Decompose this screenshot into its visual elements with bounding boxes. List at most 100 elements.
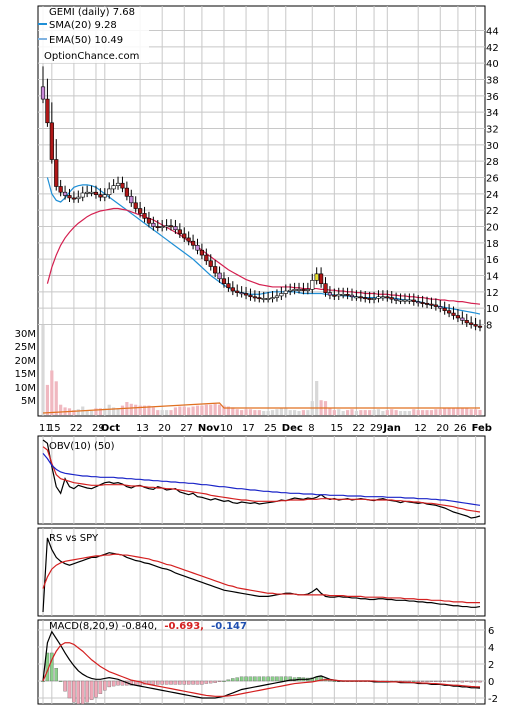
legend-sma: SMA(20) 9.28 [49,20,117,31]
volume-bar [412,409,416,415]
obv-label: OBV(10) (50) [49,441,115,452]
volume-bar [460,408,464,415]
macd-histogram-bar [429,680,434,683]
macd-histogram-bar [442,680,447,683]
volume-bar [134,404,138,415]
volume-tick-label: 30M [15,329,36,340]
volume-bar [138,405,142,415]
volume-tick-label: 5M [21,396,36,407]
candle-body [208,260,213,267]
volume-bar [120,405,125,415]
x-tick-label: 12 [414,423,427,434]
macd-histogram-bar [456,680,460,683]
volume-bar [469,409,473,415]
volume-bar [279,408,283,415]
candle-body [239,292,244,295]
candle-body [261,298,266,300]
candle-body [138,208,143,214]
candle-body [67,195,72,199]
candle-body [442,307,447,311]
candle-body [341,293,346,296]
volume-bar [284,408,288,415]
candle-body [243,293,249,296]
price-tick-label: 42 [486,43,499,54]
volume-bar [94,408,98,415]
candle-body [354,296,359,299]
volume-bar [204,404,208,415]
macd-histogram-bar [94,680,98,698]
macd-histogram-bar [107,680,111,688]
candle-body [473,324,478,327]
candle-body [327,292,333,296]
macd-histogram-bar [129,680,134,686]
macd-histogram-bar [425,680,429,682]
candle-body [40,86,46,100]
volume-bar [76,409,80,415]
volume-bar [85,410,89,415]
macd-histogram-bar [478,680,482,683]
volume-bar [306,410,310,415]
price-tick-label: 38 [486,76,499,87]
macd-histogram-bar [275,676,279,682]
candle-body [407,299,412,302]
macd-histogram-bar [244,676,248,682]
macd-histogram-bar [178,680,182,685]
volume-bar [372,410,376,415]
volume-bar [112,407,116,415]
volume-bar [398,411,403,415]
candle-body [133,202,138,209]
price-panel-frame [37,5,486,417]
candle-body [270,297,275,300]
candle-body [402,299,408,302]
volume-bar [354,411,359,415]
volume-bar [473,409,478,415]
x-tick-label: 22 [70,423,83,434]
macd-histogram-bar [111,680,116,687]
macd-histogram-bar [138,680,142,686]
volume-bar [385,410,389,415]
volume-bar [447,408,451,415]
x-tick-label: 20 [158,423,171,434]
macd-histogram-bar [231,678,235,682]
candle-body [279,293,284,297]
candle-body [230,287,235,292]
volume-bar [390,409,394,415]
macd-histogram-bar [76,680,81,705]
macd-histogram-bar [195,680,200,685]
macd-histogram-bar [319,676,323,682]
candle-body [301,289,306,291]
price-tick-label: 14 [486,272,499,283]
candle-body [221,278,227,284]
candle-body [433,304,438,307]
gridlines [38,6,485,704]
candle-body [345,293,350,296]
candle-body [54,159,59,187]
macd-histogram-bar [473,680,478,683]
volume-tick-label: 15M [15,369,36,380]
macd-histogram-bar [328,680,332,682]
volume-bar [315,381,319,415]
macd-histogram-bar [451,680,456,683]
legend-ema: EMA(50) 10.49 [49,35,123,46]
candle-body [190,240,196,246]
candle-body [420,302,425,304]
macd-histogram-bar [208,680,213,684]
x-tick-label: 8 [308,423,314,434]
volume-bar [381,411,385,415]
candle-body [323,283,328,293]
macd-histogram-bar [200,680,204,685]
x-tick-label: 13 [136,423,149,434]
macd-histogram-bar [116,680,120,686]
macd-label: MACD(8,20,9) -0.840, [49,621,157,632]
candle-body [266,298,271,300]
candle-body [199,249,205,256]
volume-bar [478,409,482,415]
macd-histogram-bar [164,680,169,685]
volume-bar [328,408,332,415]
macd-histogram-bar [447,680,451,682]
volume-bar [240,410,244,415]
volume-bar [341,411,345,415]
macd-histogram-bar [186,680,191,685]
candle-body [102,194,107,198]
volume-bar [72,410,76,415]
